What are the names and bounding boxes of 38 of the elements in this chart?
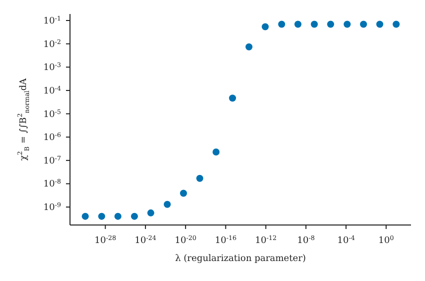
point xyxy=(392,20,400,28)
point xyxy=(180,190,187,197)
x-tick-label: 10$^{-16}$ xyxy=(214,234,236,246)
point xyxy=(229,94,236,102)
point xyxy=(344,20,351,28)
point xyxy=(212,148,220,156)
x-tick-label: 10$^{-24}$ xyxy=(134,234,156,246)
y-tick-label: 10$^{-5}$ xyxy=(43,108,61,120)
point xyxy=(310,20,318,28)
y-tick-label: 10$^{-7}$ xyxy=(43,154,61,166)
y-tick-label: 10$^{-8}$ xyxy=(43,178,61,190)
y-tick-label: 10$^{-6}$ xyxy=(43,132,61,144)
point xyxy=(114,212,122,220)
x-tick-label: 10$^{0}$ xyxy=(378,234,394,246)
point xyxy=(245,43,252,50)
point xyxy=(130,212,138,220)
point xyxy=(376,20,384,28)
point xyxy=(278,20,286,28)
y-tick-label: 10$^{-2}$ xyxy=(43,38,61,50)
x-tick-label: 10$^{-12}$ xyxy=(255,234,277,246)
x-tick-label: 10$^{-4}$ xyxy=(337,234,355,246)
y-tick-label: 10$^{-4}$ xyxy=(43,84,61,96)
point xyxy=(147,209,154,216)
x-axis-title: λ (regularization parameter) xyxy=(175,254,306,264)
point xyxy=(294,20,302,28)
point xyxy=(327,20,334,28)
point xyxy=(262,23,269,30)
point xyxy=(360,20,367,28)
point xyxy=(82,212,89,220)
y-tick-label: 10$^{-1}$ xyxy=(43,15,61,26)
y-tick-label: 10$^{-9}$ xyxy=(43,202,61,214)
y-tick-label: 10$^{-3}$ xyxy=(43,62,61,74)
point xyxy=(196,174,204,182)
point xyxy=(164,200,171,208)
x-tick-label: 10$^{-8}$ xyxy=(297,234,315,246)
x-tick-label: 10$^{-28}$ xyxy=(94,234,116,246)
x-tick-label: 10$^{-20}$ xyxy=(174,234,196,246)
point xyxy=(98,212,106,220)
